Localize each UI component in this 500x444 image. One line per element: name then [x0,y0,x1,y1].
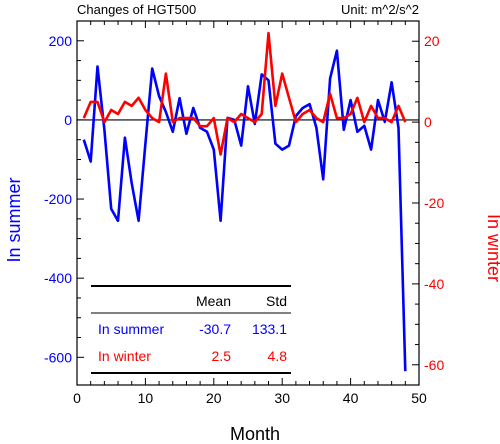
table-row-winter-mean: 2.5 [212,348,232,364]
table-row-summer-label: In summer [98,321,164,337]
x-tick-label: 50 [411,390,427,406]
x-tick-label: 30 [274,390,290,406]
x-tick-label: 0 [73,390,81,406]
y-left-tick-label: -600 [44,349,72,365]
y-right-tick-label: -20 [424,195,444,211]
y-right-axis-label: In winter [484,214,500,282]
table-header-mean: Mean [196,293,231,309]
chart-unit: Unit: m^2/s^2 [341,2,419,17]
stats-table: Mean Std In summer -30.7 133.1 In winter… [91,285,291,374]
chart-title: Changes of HGT500 [77,2,196,17]
y-right-tick-label: -60 [424,357,444,373]
y-left-tick-label: -400 [44,270,72,286]
y-right-tick-label: -40 [424,276,444,292]
y-right-tick-label: 20 [424,33,440,49]
table-row-summer-std: 133.1 [252,321,287,337]
y-left-tick-label: -200 [44,191,72,207]
table-row-winter-std: 4.8 [268,348,288,364]
x-tick-label: 20 [206,390,222,406]
x-axis-label: Month [230,424,280,444]
y-right-tick-label: 0 [424,114,432,130]
y-left-tick-label: 200 [49,33,73,49]
table-row-summer-mean: -30.7 [199,321,231,337]
series-line-winter [82,31,407,156]
x-tick-label: 10 [138,390,154,406]
table-row-winter-label: In winter [98,348,151,364]
y-left-axis-label: In summer [4,177,24,262]
x-tick-label: 40 [343,390,359,406]
table-header-std: Std [266,293,287,309]
y-left-tick-label: 0 [64,112,72,128]
